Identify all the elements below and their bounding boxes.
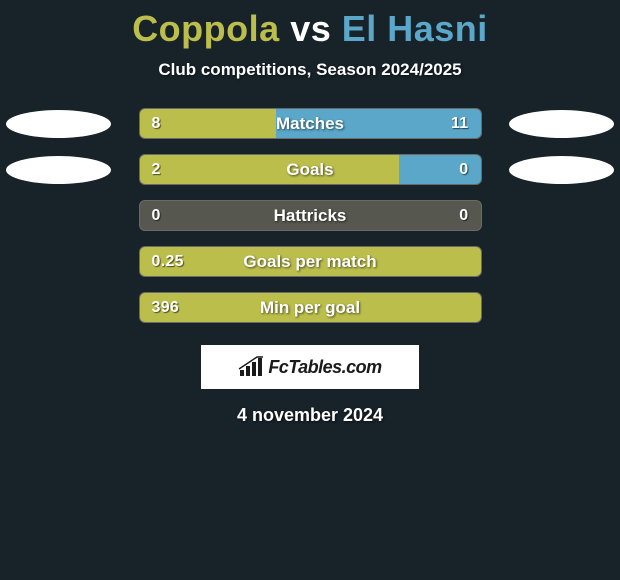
value-player1: 2 bbox=[152, 161, 161, 179]
stat-bar: 0 0 Hattricks bbox=[139, 200, 482, 231]
stat-row: 0 0 Hattricks bbox=[0, 200, 620, 231]
player2-badge bbox=[509, 156, 614, 184]
stat-bar: 2 0 Goals bbox=[139, 154, 482, 185]
stat-bar: 8 11 Matches bbox=[139, 108, 482, 139]
title-player2: El Hasni bbox=[342, 8, 488, 49]
value-player2: 0 bbox=[459, 207, 468, 225]
title-player1: Coppola bbox=[132, 8, 279, 49]
stat-row: 396 Min per goal bbox=[0, 292, 620, 323]
stat-label: Goals bbox=[286, 160, 333, 180]
value-player1: 0 bbox=[152, 207, 161, 225]
stat-row: 0.25 Goals per match bbox=[0, 246, 620, 277]
player1-badge bbox=[6, 110, 111, 138]
brand-text: FcTables.com bbox=[268, 357, 381, 378]
title-vs: vs bbox=[290, 8, 331, 49]
value-player1: 0.25 bbox=[152, 253, 184, 271]
stat-bar: 0.25 Goals per match bbox=[139, 246, 482, 277]
value-player1: 8 bbox=[152, 115, 161, 133]
subtitle: Club competitions, Season 2024/2025 bbox=[0, 60, 620, 80]
fill-player1 bbox=[140, 155, 399, 184]
stat-label: Goals per match bbox=[243, 252, 376, 272]
page-title: Coppola vs El Hasni bbox=[0, 8, 620, 50]
value-player2: 11 bbox=[451, 115, 469, 133]
stats-list: 8 11 Matches 2 0 Goals 0 0 Hattricks 0.25 Goals pe… bbox=[0, 108, 620, 323]
stat-label: Matches bbox=[276, 114, 344, 134]
stat-label: Hattricks bbox=[274, 206, 347, 226]
date-text: 4 november 2024 bbox=[0, 405, 620, 426]
stat-row: 2 0 Goals bbox=[0, 154, 620, 185]
stat-label: Min per goal bbox=[260, 298, 360, 318]
brand-box: FcTables.com bbox=[201, 345, 419, 389]
player2-badge bbox=[509, 110, 614, 138]
stat-row: 8 11 Matches bbox=[0, 108, 620, 139]
fctables-chart-icon bbox=[238, 356, 264, 378]
player1-badge bbox=[6, 156, 111, 184]
stat-bar: 396 Min per goal bbox=[139, 292, 482, 323]
value-player2: 0 bbox=[459, 161, 468, 179]
value-player1: 396 bbox=[152, 299, 180, 317]
comparison-container: Coppola vs El Hasni Club competitions, S… bbox=[0, 0, 620, 426]
